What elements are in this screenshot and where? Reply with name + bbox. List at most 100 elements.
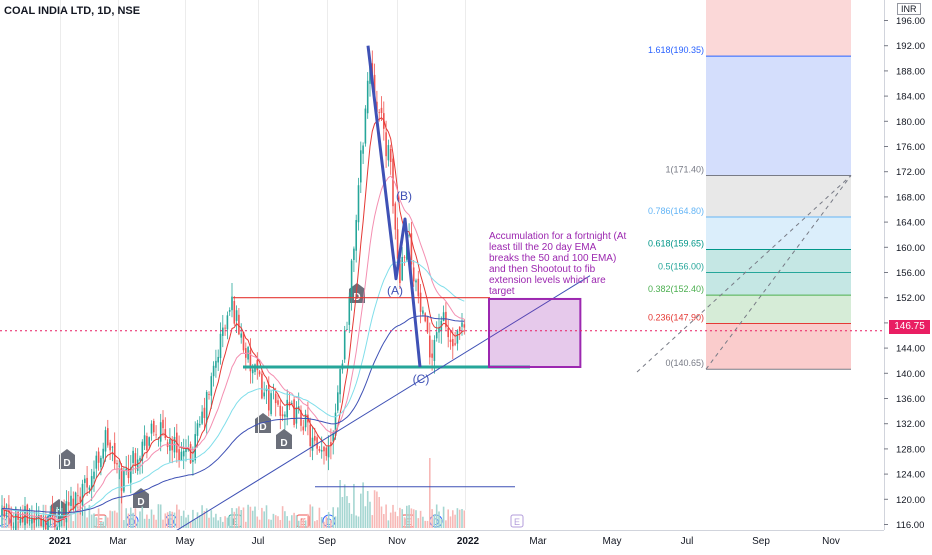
event-marker-label: D	[168, 517, 175, 527]
candle-body	[327, 445, 330, 458]
candle-body	[72, 498, 75, 510]
candle-body	[277, 400, 279, 405]
volume-bar	[417, 518, 420, 528]
fib-zone	[706, 175, 851, 218]
candle-body	[429, 335, 431, 358]
volume-bar	[235, 508, 238, 528]
time-tick-label: Sep	[318, 536, 336, 547]
time-tick-label: May	[176, 536, 195, 547]
candle-body	[314, 435, 316, 441]
volume-bar	[157, 504, 160, 528]
volume-bar	[422, 516, 424, 528]
candle-body	[461, 322, 463, 327]
volume-bar	[136, 521, 139, 528]
candle-body	[164, 429, 167, 439]
candle-body	[5, 513, 8, 514]
candle-body	[139, 457, 141, 461]
candle-body	[293, 399, 295, 425]
candle-body	[113, 442, 116, 464]
volume-bar	[449, 516, 452, 528]
candle-body	[343, 330, 346, 360]
candle-body	[415, 280, 417, 283]
candle-body	[77, 495, 79, 497]
volume-bar	[362, 482, 364, 528]
volume-bar	[348, 503, 351, 528]
candle-body	[155, 434, 157, 436]
volume-bar	[408, 505, 410, 528]
volume-bar	[396, 516, 399, 528]
volume-bar	[51, 520, 54, 528]
candle-body	[286, 399, 288, 418]
fib-zone	[706, 272, 851, 296]
volume-bar	[371, 515, 374, 528]
time-tick-label: Nov	[388, 536, 406, 547]
volume-bar	[318, 507, 321, 528]
volume-bar	[104, 515, 107, 528]
dividend-badge	[59, 449, 75, 469]
volume-bar	[323, 521, 325, 528]
candle-body	[378, 112, 380, 114]
volume-bar	[189, 521, 192, 528]
volume-bar	[297, 520, 300, 528]
candle-body	[56, 527, 58, 531]
volume-bar	[159, 504, 162, 528]
candle-body	[256, 359, 259, 371]
candle-body	[28, 520, 31, 522]
fib-level-label: 0.786(164.80)	[648, 206, 704, 216]
candle-body	[419, 292, 422, 312]
volume-bar	[224, 516, 226, 528]
time-tick-label: 2021	[49, 536, 72, 547]
candle-body	[111, 446, 114, 448]
volume-bar	[111, 511, 114, 528]
candle-body	[150, 423, 153, 434]
volume-bar	[431, 509, 433, 528]
candle-body	[323, 446, 325, 452]
price-tick-label: 124.00	[896, 470, 925, 481]
currency-badge[interactable]: INR	[897, 3, 921, 15]
volume-bar	[242, 507, 245, 528]
volume-bar	[357, 516, 360, 528]
candle-body	[127, 468, 130, 479]
volume-bar	[185, 517, 187, 528]
candle-body	[251, 369, 254, 374]
candle-body	[116, 463, 118, 465]
price-tick-label: 172.00	[896, 167, 925, 178]
candle-body	[408, 234, 410, 236]
candle-body	[132, 450, 134, 464]
volume-bar	[429, 458, 431, 528]
time-axis: 2021 Mar May Jul Sep Nov 2022 Mar May Jul Sep Nov	[0, 530, 932, 550]
candle-body	[348, 296, 351, 325]
candle-body	[385, 132, 387, 157]
volume-bar	[364, 506, 367, 528]
volume-bar	[146, 514, 148, 528]
volume-bar	[97, 508, 100, 528]
volume-bar	[334, 516, 337, 528]
volume-bar	[125, 508, 127, 528]
candle-body	[219, 333, 222, 359]
candle-body	[268, 384, 270, 411]
volume-bar	[155, 519, 157, 528]
volume-bar	[419, 510, 422, 528]
candle-body	[433, 339, 436, 361]
candle-body	[67, 502, 70, 506]
volume-bar	[380, 506, 383, 528]
candle-body	[325, 447, 328, 457]
candle-body	[182, 450, 185, 457]
candle-body	[240, 333, 242, 338]
fib-zone-top	[706, 0, 851, 57]
fib-trend-line	[705, 175, 852, 370]
candle-body	[215, 360, 217, 368]
volume-bar	[245, 521, 247, 528]
volume-bar	[394, 511, 397, 528]
candle-body	[196, 423, 199, 436]
volume-bar	[219, 516, 222, 528]
candle-body	[146, 435, 148, 451]
volume-bar	[148, 518, 150, 528]
candle-body	[396, 229, 399, 259]
candle-body	[389, 149, 392, 163]
time-tick-label: Jul	[252, 536, 265, 547]
candle-body	[143, 435, 146, 446]
candle-body	[380, 107, 383, 114]
